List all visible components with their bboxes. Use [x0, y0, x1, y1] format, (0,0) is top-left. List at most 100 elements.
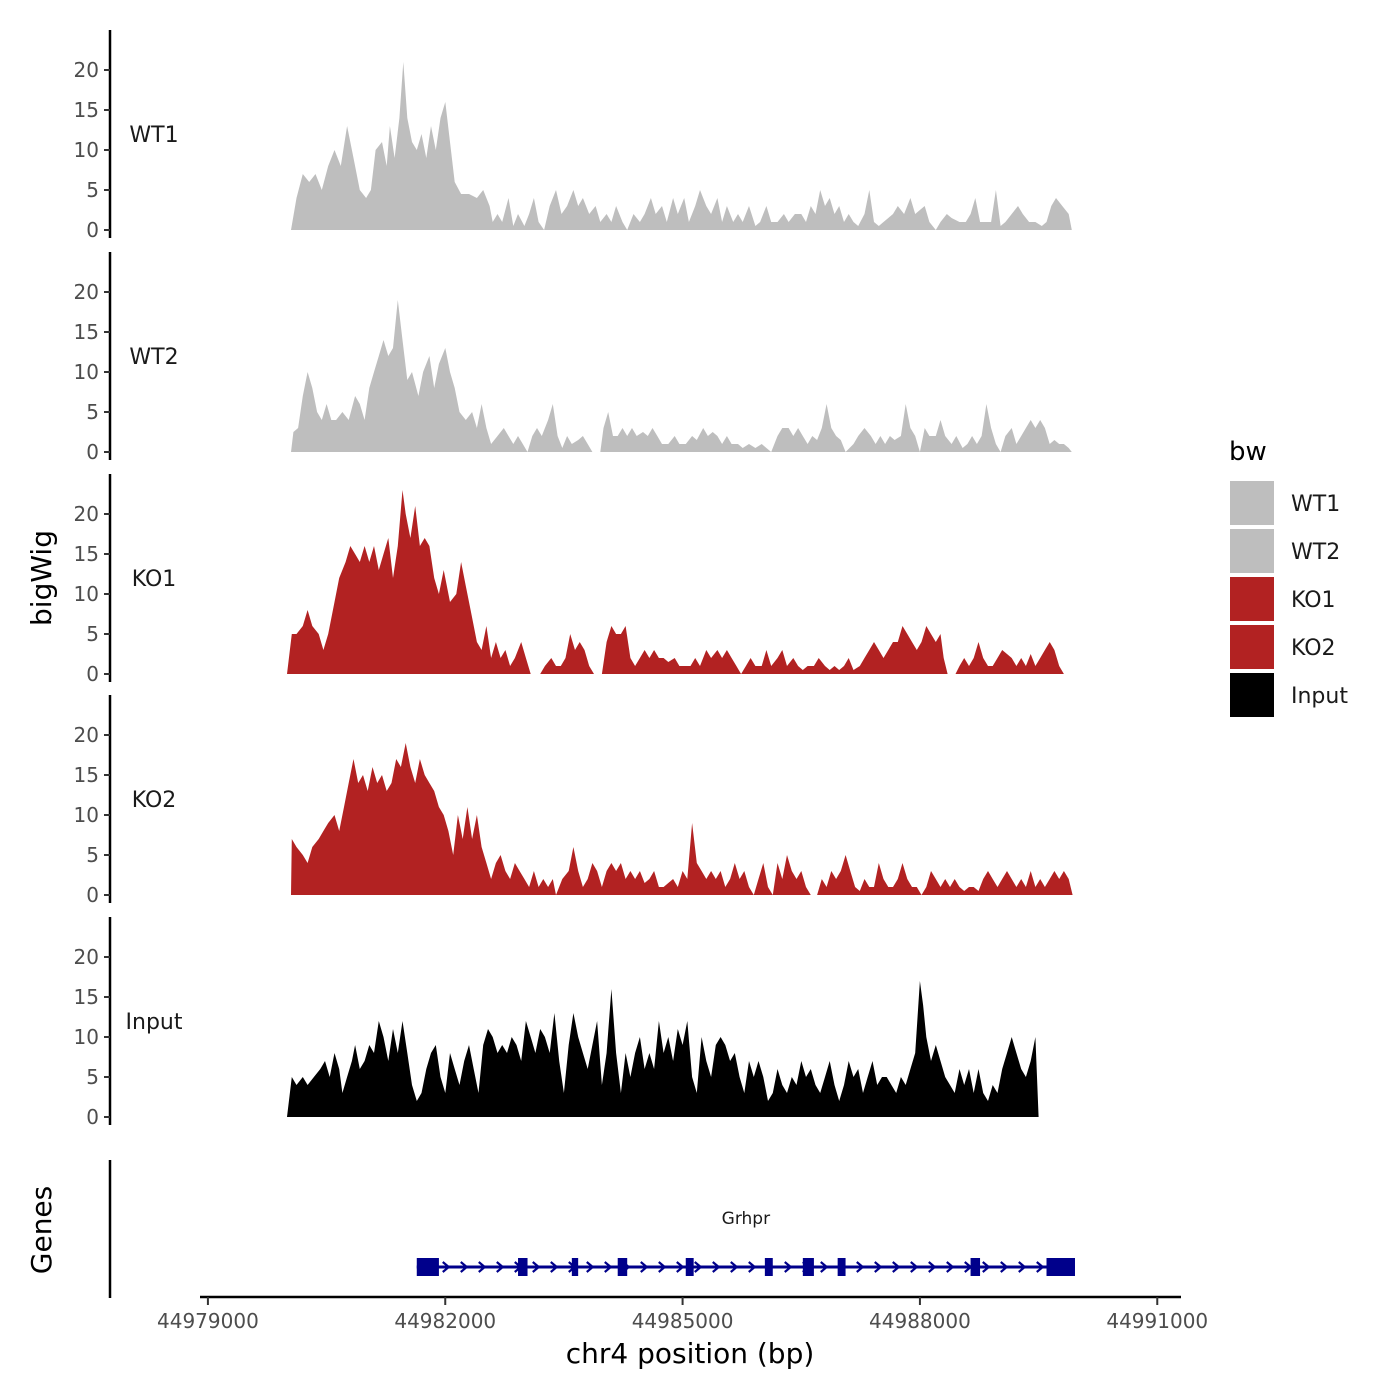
strand-arrow: [1000, 1261, 1009, 1273]
y-tick-label: 5: [86, 843, 99, 867]
track-wt2: 0 5 10 15 20 WT2: [74, 252, 1072, 464]
exon: [571, 1258, 579, 1276]
legend-swatch: [1228, 479, 1276, 527]
legend-item-wt2: WT2: [1228, 527, 1340, 575]
strand-arrow: [658, 1261, 667, 1273]
strand-arrow: [586, 1261, 595, 1273]
legend-item-input: Input: [1228, 671, 1348, 719]
strand-arrow: [460, 1261, 469, 1273]
exon: [416, 1258, 439, 1276]
track-ko2: 0 5 10 15 20 KO2: [74, 695, 1073, 907]
exon: [617, 1258, 628, 1276]
y-axis-title: bigWig: [25, 530, 58, 626]
track-label-ko2: KO2: [132, 788, 177, 813]
y-tick-label: 20: [74, 502, 99, 526]
legend-title: bw: [1229, 437, 1267, 467]
area-ko1: [287, 490, 1064, 674]
strand-arrow: [712, 1261, 721, 1273]
gene-grhpr: Grhpr: [416, 1209, 1075, 1276]
legend-label: WT2: [1291, 540, 1340, 565]
y-tick-label: 10: [74, 360, 99, 384]
strand-arrow: [532, 1261, 541, 1273]
y-tick-label: 5: [86, 400, 99, 424]
x-axis-title: chr4 position (bp): [566, 1337, 815, 1370]
y-tick-label: 10: [74, 1025, 99, 1049]
gene-label: Grhpr: [722, 1209, 770, 1229]
area-ko2: [291, 743, 1073, 895]
strand-arrow: [856, 1261, 865, 1273]
legend-label: KO2: [1291, 636, 1336, 661]
strand-arrow: [892, 1261, 901, 1273]
y-tick-label: 0: [86, 1105, 99, 1129]
legend-swatch: [1228, 623, 1276, 671]
y-tick-label: 0: [86, 883, 99, 907]
legend-label: KO1: [1291, 588, 1336, 613]
x-tick-label: 44988000: [869, 1309, 971, 1333]
track-wt1: 0 5 10 15 20 WT1: [74, 30, 1072, 242]
strand-arrow: [676, 1261, 685, 1273]
strand-arrow: [496, 1261, 505, 1273]
y-tick-label: 0: [86, 662, 99, 686]
strand-arrow: [694, 1261, 703, 1273]
track-label-wt1: WT1: [129, 123, 178, 148]
y-tick-label: 10: [74, 803, 99, 827]
y-tick-label: 20: [74, 945, 99, 969]
track-label-ko1: KO1: [132, 567, 177, 592]
y-tick-label: 10: [74, 138, 99, 162]
y-tick-label: 15: [74, 985, 99, 1009]
strand-arrow: [946, 1261, 955, 1273]
strand-arrow: [748, 1261, 757, 1273]
track-label-wt2: WT2: [129, 345, 178, 370]
exon: [685, 1258, 694, 1276]
legend-item-ko1: KO1: [1228, 575, 1336, 623]
strand-arrow: [640, 1261, 649, 1273]
exon: [970, 1258, 981, 1276]
legend-swatch: [1228, 527, 1276, 575]
y-tick-label: 15: [74, 98, 99, 122]
legend-item-ko2: KO2: [1228, 623, 1336, 671]
x-tick-label: 44991000: [1106, 1309, 1208, 1333]
legend-swatch: [1228, 671, 1276, 719]
strand-arrow: [982, 1261, 991, 1273]
y-tick-label: 5: [86, 1065, 99, 1089]
x-tick-label: 44982000: [394, 1309, 496, 1333]
track-ko1: 0 5 10 15 20 KO1: [74, 474, 1064, 686]
y-tick-label: 15: [74, 542, 99, 566]
legend-swatch: [1228, 575, 1276, 623]
area-wt2: [291, 300, 1072, 452]
track-input: 0 5 10 15 20 Input: [74, 917, 1039, 1129]
strand-arrow: [478, 1261, 487, 1273]
legend-label: WT1: [1291, 492, 1340, 517]
strand-arrow: [730, 1261, 739, 1273]
y-tick-label: 20: [74, 58, 99, 82]
y-tick-label: 20: [74, 723, 99, 747]
y-tick-label: 5: [86, 622, 99, 646]
area-wt1: [291, 62, 1072, 230]
y-tick-label: 15: [74, 320, 99, 344]
exon: [1046, 1258, 1075, 1276]
x-tick-label: 44985000: [632, 1309, 734, 1333]
y-tick-label: 0: [86, 218, 99, 242]
genes-axis-title: Genes: [25, 1186, 58, 1274]
gene-panel: Grhpr: [108, 1160, 1075, 1298]
x-tick-label: 44979000: [157, 1309, 259, 1333]
strand-arrow: [1036, 1261, 1045, 1273]
strand-arrow: [928, 1261, 937, 1273]
y-tick-label: 20: [74, 280, 99, 304]
track-label-input: Input: [126, 1010, 183, 1035]
strand-arrow: [1018, 1261, 1027, 1273]
y-tick-label: 10: [74, 582, 99, 606]
y-tick-label: 5: [86, 178, 99, 202]
strand-arrow: [820, 1261, 829, 1273]
exon: [837, 1258, 846, 1276]
legend: bw WT1 WT2 KO1 KO2 Input: [1228, 437, 1348, 719]
y-tick-label: 15: [74, 763, 99, 787]
strand-arrow: [604, 1261, 613, 1273]
strand-arrow: [550, 1261, 559, 1273]
legend-item-wt1: WT1: [1228, 479, 1340, 527]
x-axis: 44979000 44982000 44985000 44988000 44991000: [157, 1295, 1208, 1333]
strand-arrow: [910, 1261, 919, 1273]
exon: [764, 1258, 773, 1276]
y-tick-label: 0: [86, 440, 99, 464]
